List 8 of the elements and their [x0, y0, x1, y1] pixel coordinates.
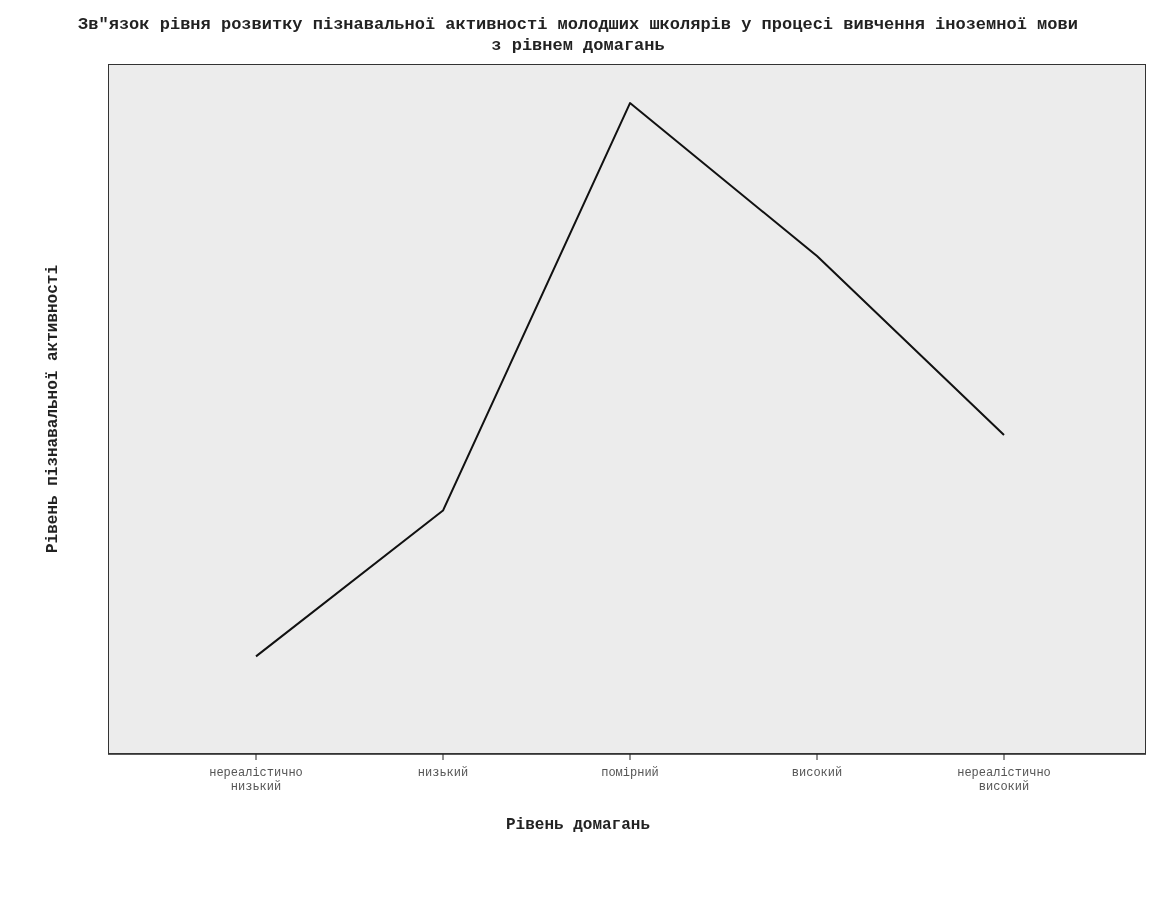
chart-title: Зв"язок рівня розвитку пізнавальної активності молодших школярів у процесі вивчення іноземної мови з рівнем домагань [77, 14, 1079, 57]
x-tick-label: нереалістично низький [209, 766, 303, 794]
x-tick-label: помірний [601, 766, 659, 780]
x-tick-label: низький [417, 766, 469, 780]
x-axis-title: Рівень домагань [505, 816, 651, 834]
x-tick-label: високий [791, 766, 843, 780]
x-tick-label: нереалістично високий [957, 766, 1051, 794]
y-axis-title: Рівень пізнавальної активності [44, 264, 63, 554]
